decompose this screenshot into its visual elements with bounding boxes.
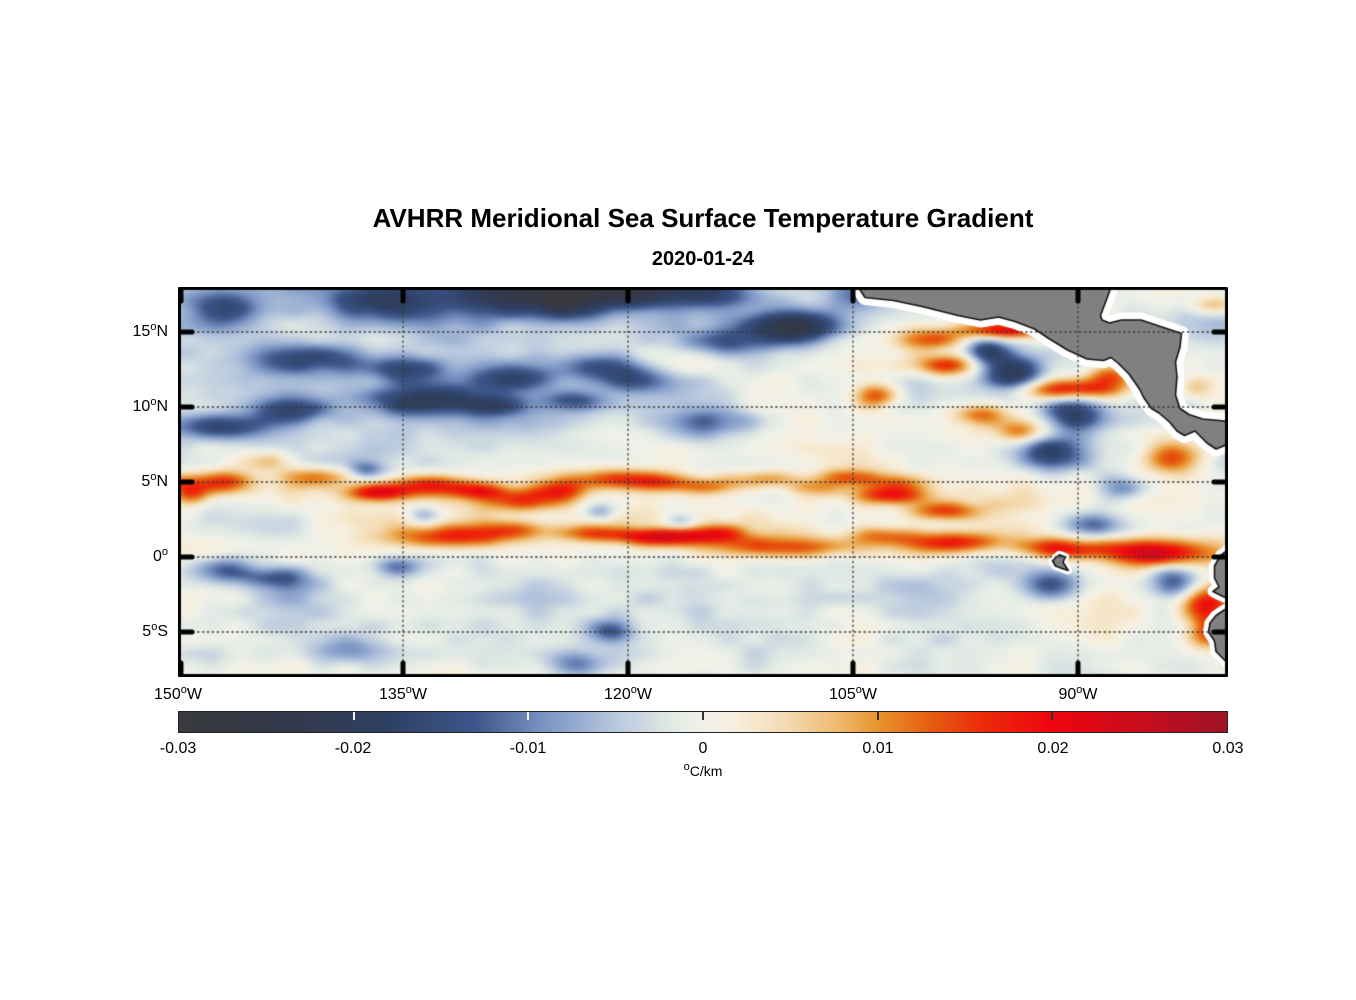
x-tick-label-90w: 90oW	[1058, 684, 1098, 703]
x-tick-label-150w: 150oW	[154, 684, 202, 703]
y-tick-label-5n: 5oN	[141, 471, 168, 491]
colorbar-label-zero: 0	[698, 740, 708, 757]
colorbar-label-002: 0.02	[1037, 740, 1069, 757]
colorbar-unit-label: oC/km	[683, 761, 723, 779]
x-tick-label-135w: 135oW	[379, 684, 427, 703]
colorbar-label-003: 0.03	[1212, 740, 1244, 757]
colorbar-tick	[876, 712, 879, 720]
colorbar-tick	[702, 712, 704, 720]
colorbar-tick	[1051, 712, 1054, 720]
map-canvas	[178, 287, 1228, 677]
y-tick-label-10n: 10oN	[132, 396, 168, 416]
colorbar-label-neg001: -0.01	[509, 740, 547, 757]
colorbar-label-001: 0.01	[862, 740, 894, 757]
x-tick-label-105w: 105oW	[829, 684, 877, 703]
colorbar-tick	[527, 712, 530, 720]
y-tick-label-15n: 15oN	[132, 321, 168, 341]
colorbar	[178, 711, 1228, 733]
x-tick-label-120w: 120oW	[604, 684, 652, 703]
y-tick-label-5s: 5oS	[142, 621, 168, 641]
figure-subtitle-date: 2020-01-24	[651, 248, 755, 270]
colorbar-tick	[352, 712, 355, 720]
y-tick-label-0: 0o	[152, 546, 168, 566]
colorbar-label-neg002: -0.02	[334, 740, 372, 757]
colorbar-label-neg003: -0.03	[159, 740, 197, 757]
figure-title: AVHRR Meridional Sea Surface Temperature…	[372, 203, 1034, 233]
